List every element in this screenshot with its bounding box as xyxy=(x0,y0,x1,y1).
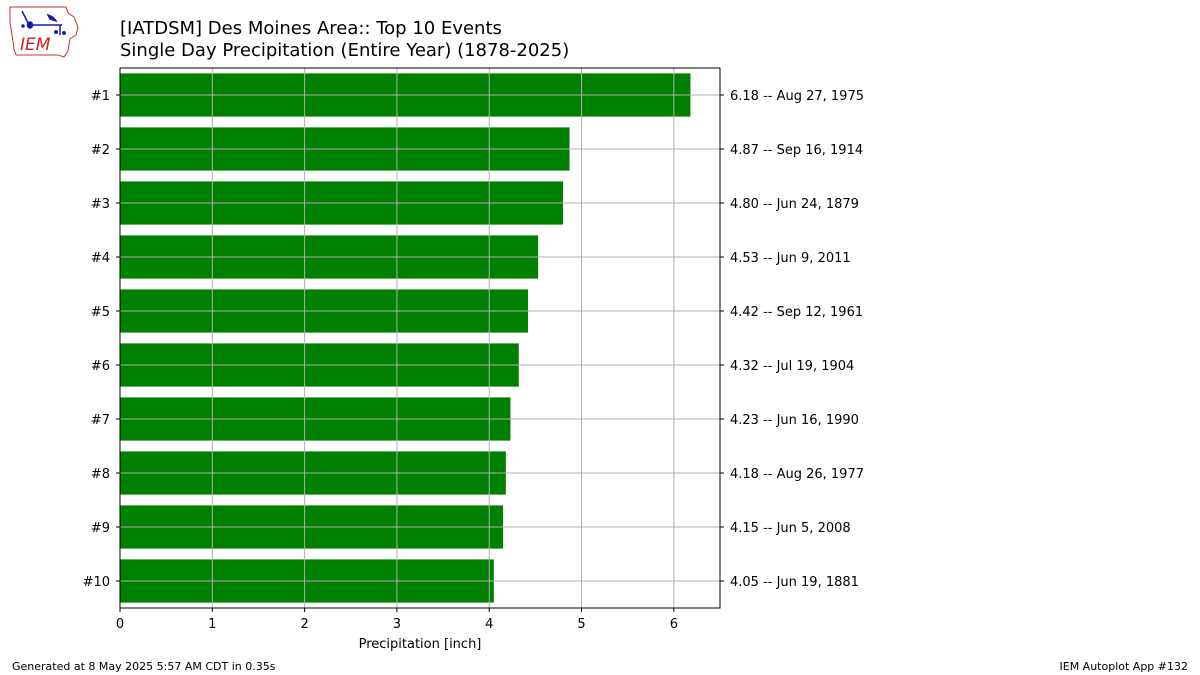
event-label-6: 4.32 -- Jul 19, 1904 xyxy=(730,359,854,374)
x-tick-label-3: 3 xyxy=(393,617,401,632)
event-label-9: 4.15 -- Jun 5, 2008 xyxy=(730,521,851,536)
x-axis-label: Precipitation [inch] xyxy=(359,637,482,652)
event-label-10: 4.05 -- Jun 19, 1881 xyxy=(730,575,859,590)
rank-label-10: #10 xyxy=(83,575,110,590)
weather-station-icon xyxy=(21,10,66,35)
iem-logo: IEM xyxy=(8,5,80,59)
rank-label-1: #1 xyxy=(91,89,110,104)
event-label-1: 6.18 -- Aug 27, 1975 xyxy=(730,89,864,104)
rank-label-5: #5 xyxy=(91,305,110,320)
rank-label-4: #4 xyxy=(91,251,110,266)
chart-title-line2: Single Day Precipitation (Entire Year) (… xyxy=(120,40,570,61)
rank-label-8: #8 xyxy=(91,467,110,482)
event-label-4: 4.53 -- Jun 9, 2011 xyxy=(730,251,851,266)
plot-frame xyxy=(119,67,721,609)
event-label-8: 4.18 -- Aug 26, 1977 xyxy=(730,467,864,482)
x-tick-label-0: 0 xyxy=(116,617,124,632)
x-tick-label-6: 6 xyxy=(670,617,678,632)
bars xyxy=(120,73,691,603)
logo-text: IEM xyxy=(20,35,51,55)
rank-label-9: #9 xyxy=(91,521,110,536)
iowa-outline-icon xyxy=(9,6,79,58)
event-label-2: 4.87 -- Sep 16, 1914 xyxy=(730,143,863,158)
generated-timestamp: Generated at 8 May 2025 5:57 AM CDT in 0… xyxy=(12,660,276,673)
overlay-grid xyxy=(119,68,720,608)
event-label-7: 4.23 -- Jun 16, 1990 xyxy=(730,413,859,428)
x-tick-label-4: 4 xyxy=(485,617,493,632)
rank-label-2: #2 xyxy=(91,143,110,158)
chart-title-line1: [IATDSM] Des Moines Area:: Top 10 Events xyxy=(120,18,502,39)
x-tick-label-1: 1 xyxy=(208,617,216,632)
rank-label-6: #6 xyxy=(91,359,110,374)
event-label-3: 4.80 -- Jun 24, 1879 xyxy=(730,197,859,212)
rank-label-7: #7 xyxy=(91,413,110,428)
rank-label-3: #3 xyxy=(91,197,110,212)
app-credit: IEM Autoplot App #132 xyxy=(1059,660,1189,673)
x-tick-label-5: 5 xyxy=(577,617,585,632)
x-tick-label-2: 2 xyxy=(300,617,308,632)
event-label-5: 4.42 -- Sep 12, 1961 xyxy=(730,305,863,320)
axes: 0 1 2 3 4 5 6 #1 6.18 -- Aug 27, 1975 #2 4.87 -- S… xyxy=(83,89,864,632)
